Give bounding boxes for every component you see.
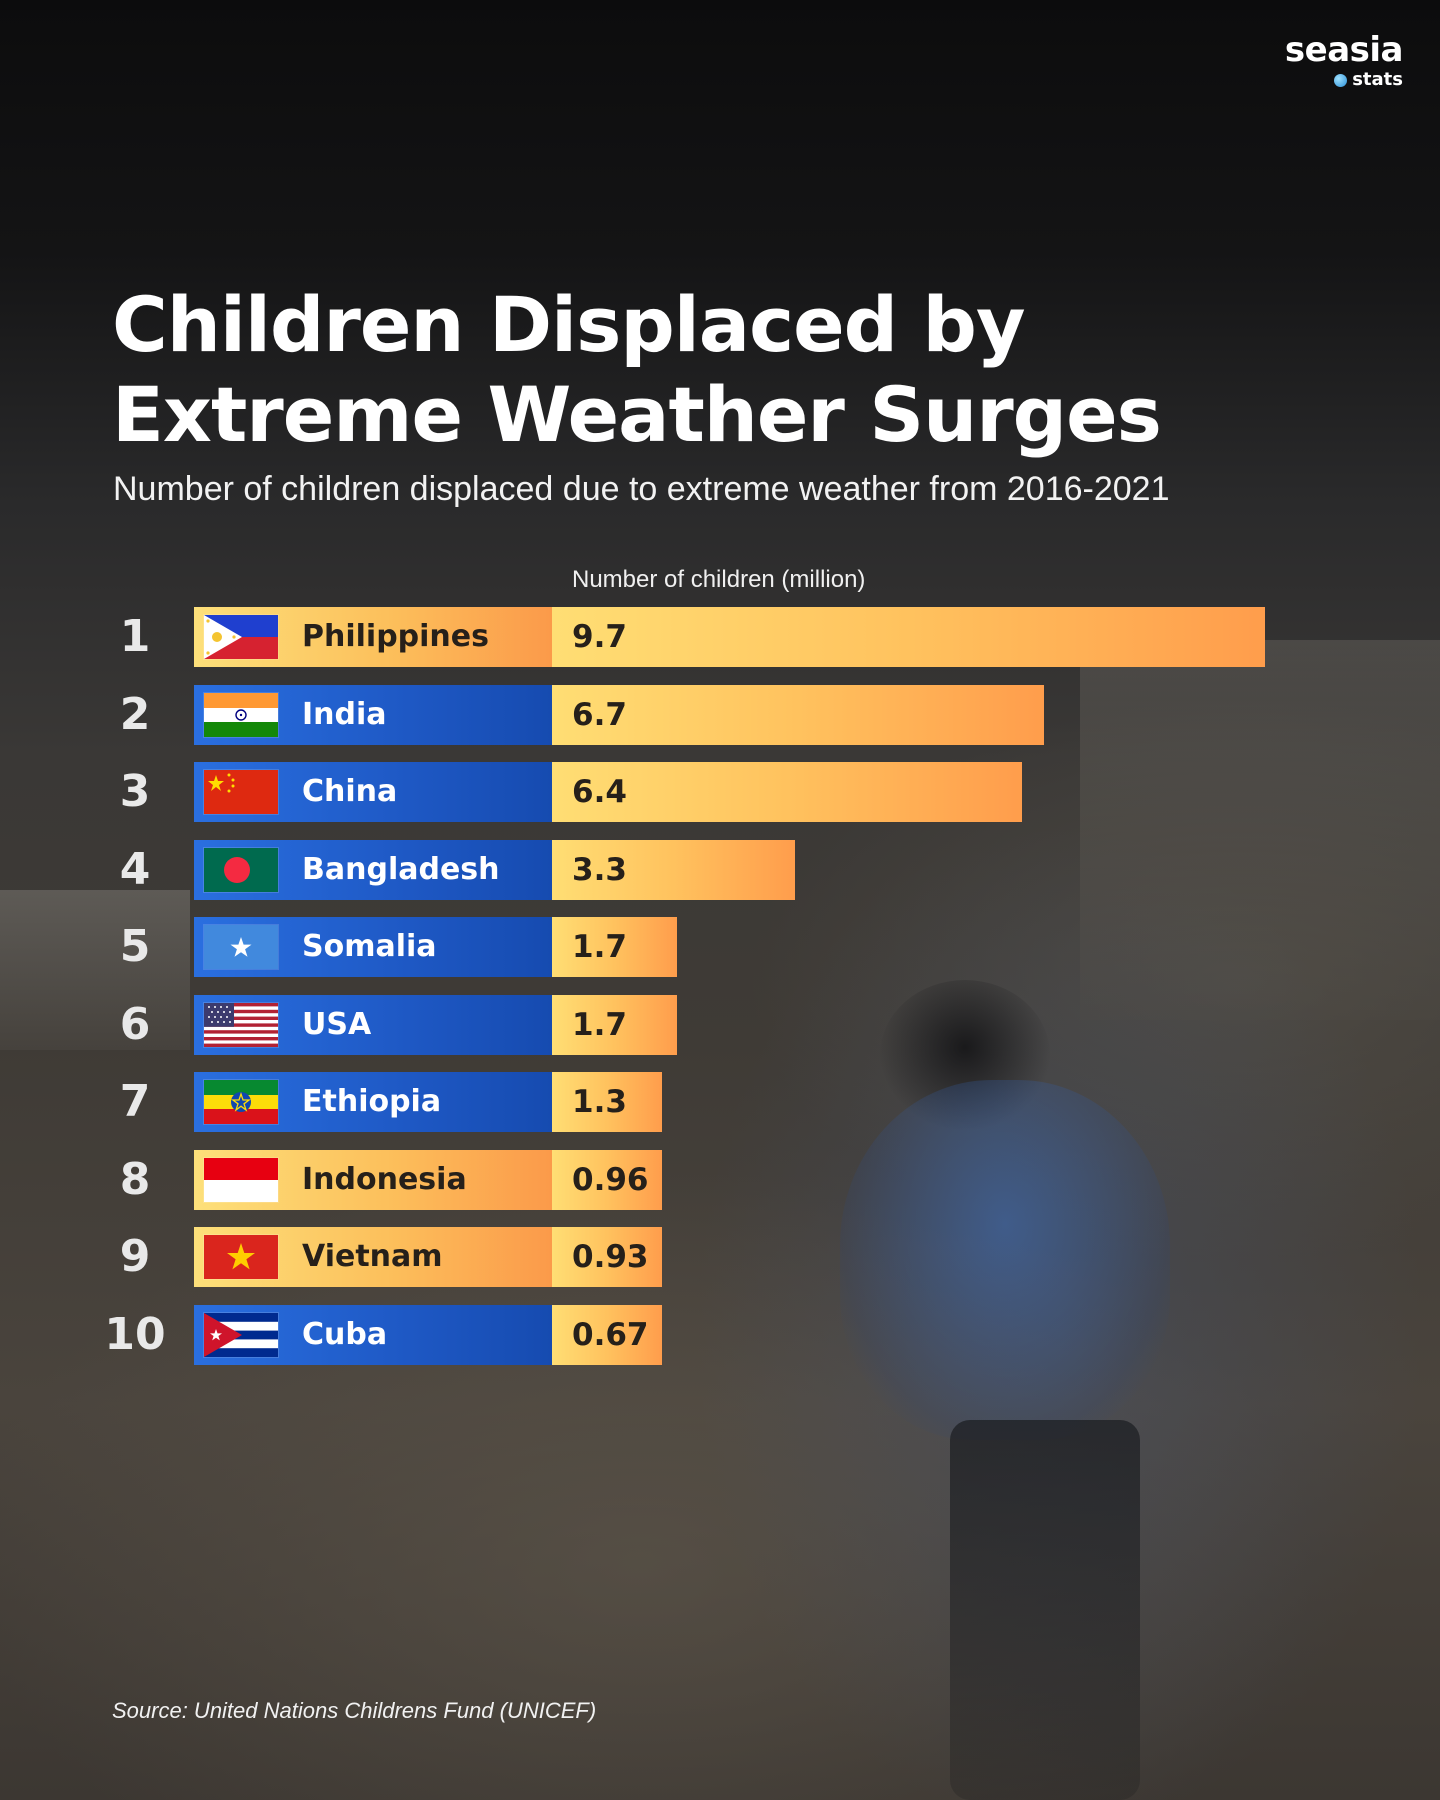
cuba-flag-icon	[204, 1312, 278, 1357]
chart-subtitle: Number of children displaced due to extr…	[113, 470, 1170, 508]
rank-label: 6	[119, 998, 151, 1050]
category-label-box: Somalia	[194, 917, 552, 977]
data-label: 0.96	[572, 1161, 649, 1198]
india-flag-icon	[204, 692, 278, 737]
rank-label: 5	[119, 921, 151, 972]
bar-row: 3 China 6.4	[0, 762, 1440, 822]
category-label: Somalia	[302, 929, 437, 964]
rank-label: 1	[119, 611, 151, 662]
rank-label: 10	[104, 1308, 166, 1360]
bar	[552, 1149, 662, 1210]
bar-row: 10 Cuba 0.67	[0, 1304, 1440, 1365]
data-label: 1.7	[572, 929, 627, 965]
data-label: 0.67	[572, 1316, 649, 1353]
bar-row: 4 Bangladesh 3.3	[0, 839, 1440, 900]
bar-row: 7 Ethiopia 1.3	[0, 1072, 1440, 1132]
data-label: 6.4	[572, 774, 627, 810]
category-label-box: Indonesia	[194, 1149, 552, 1210]
somalia-flag-icon	[204, 925, 278, 969]
category-label-box: India	[194, 684, 552, 745]
bar-row: 2 India 6.7	[0, 684, 1440, 745]
brand-sub: stats	[1334, 70, 1403, 90]
usa-flag-icon	[204, 1002, 278, 1047]
brand-name: seasia	[1284, 30, 1404, 70]
category-label: India	[302, 696, 387, 732]
globe-icon	[1334, 73, 1348, 87]
data-label: 6.7	[572, 696, 627, 733]
bar	[552, 1304, 662, 1365]
philippines-flag-icon	[204, 615, 278, 659]
bar	[552, 839, 795, 900]
data-label: 3.3	[572, 851, 627, 888]
bar	[552, 994, 677, 1055]
rank-label: 7	[119, 1076, 151, 1127]
bar-row: 9 Vietnam 0.93	[0, 1227, 1440, 1287]
brand-logo: seasia stats	[1284, 30, 1404, 91]
indonesia-flag-icon	[204, 1157, 278, 1202]
category-label-box: Ethiopia	[194, 1072, 552, 1132]
category-label: Vietnam	[302, 1239, 443, 1274]
category-label: Philippines	[302, 619, 489, 654]
bar	[552, 1227, 662, 1287]
bar-row: 5 Somalia 1.7	[0, 917, 1440, 977]
data-label: 0.93	[572, 1239, 649, 1275]
chart-title: Children Displaced by Extreme Weather Su…	[112, 280, 1162, 459]
data-label: 1.7	[572, 1006, 627, 1043]
china-flag-icon	[204, 770, 278, 814]
category-label-box: China	[194, 762, 552, 822]
bar	[552, 684, 1045, 745]
brand-sub-label: stats	[1352, 69, 1403, 90]
ethiopia-flag-icon	[204, 1080, 278, 1124]
bar	[552, 607, 1265, 667]
x-axis-label: Number of children (million)	[572, 566, 866, 593]
rank-label: 4	[119, 843, 151, 895]
category-label-box: USA	[194, 994, 552, 1055]
bar	[552, 762, 1023, 822]
category-label: Cuba	[302, 1316, 388, 1352]
bar-row: 1 Philippines 9.7	[0, 607, 1440, 667]
background-wall	[1080, 640, 1440, 1020]
data-label: 9.7	[572, 619, 627, 655]
rank-label: 9	[119, 1231, 151, 1282]
rank-label: 2	[119, 688, 151, 740]
category-label-box: Bangladesh	[194, 839, 552, 900]
category-label-box: Philippines	[194, 607, 552, 667]
bar-row: 8 Indonesia 0.96	[0, 1149, 1440, 1210]
background-figure-legs	[950, 1420, 1140, 1800]
bar	[552, 917, 677, 977]
vietnam-flag-icon	[204, 1235, 278, 1279]
category-label: Indonesia	[302, 1161, 467, 1197]
bangladesh-flag-icon	[204, 847, 278, 892]
category-label: China	[302, 774, 398, 809]
data-label: 1.3	[572, 1084, 627, 1120]
bar	[552, 1072, 662, 1132]
category-label: USA	[302, 1006, 372, 1042]
rank-label: 3	[119, 766, 151, 817]
source-note: Source: United Nations Childrens Fund (U…	[112, 1698, 597, 1723]
category-label-box: Cuba	[194, 1304, 552, 1365]
background-figure-child	[840, 1080, 1170, 1440]
category-label: Ethiopia	[302, 1084, 442, 1119]
background-barrier	[0, 890, 190, 1050]
category-label-box: Vietnam	[194, 1227, 552, 1287]
category-label: Bangladesh	[302, 851, 500, 887]
bar-row: 6 USA 1.7	[0, 994, 1440, 1055]
rank-label: 8	[119, 1153, 151, 1205]
